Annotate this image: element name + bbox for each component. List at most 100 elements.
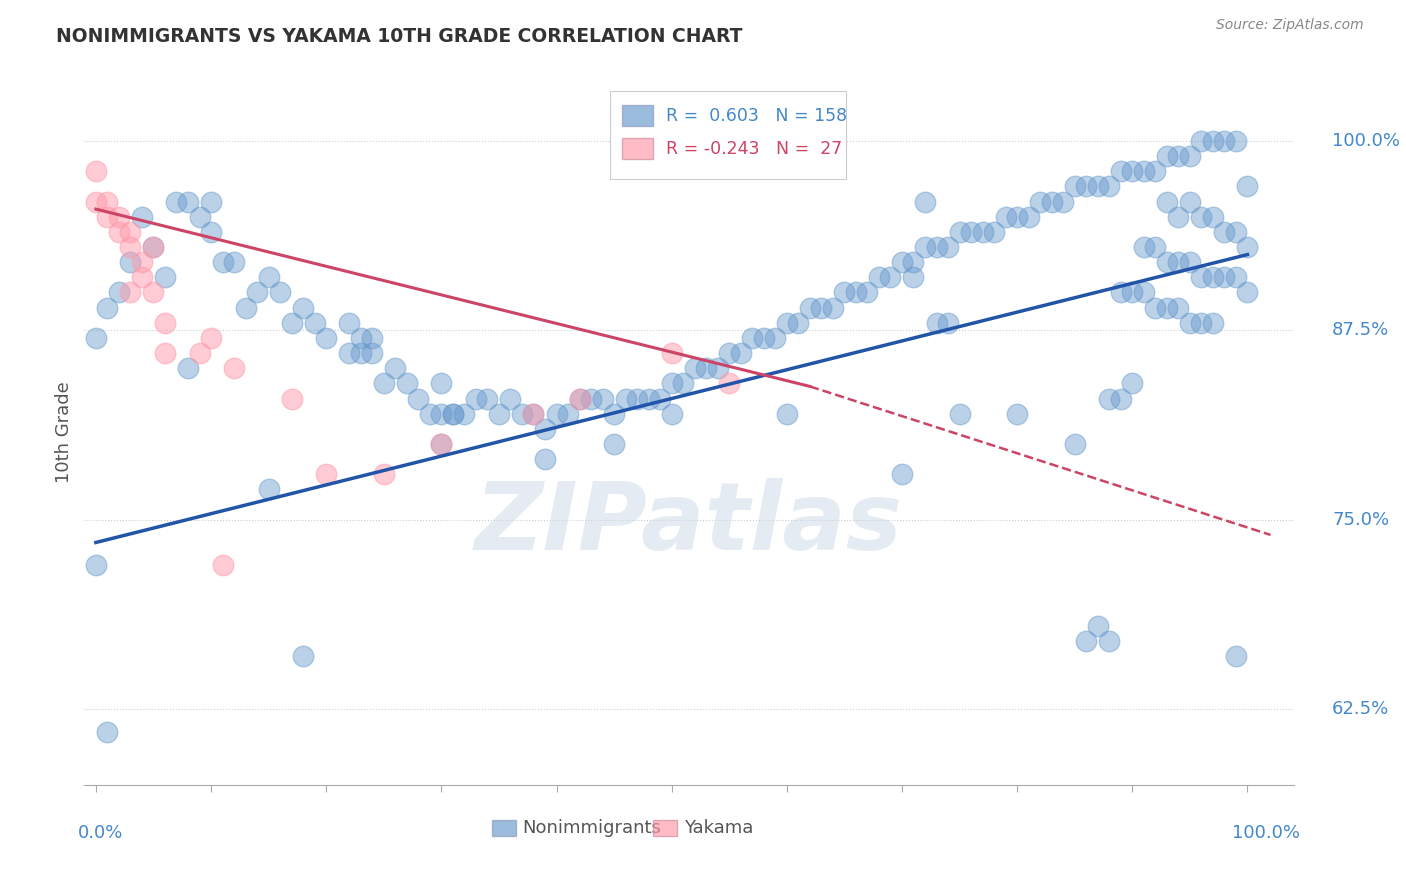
Point <box>683 361 706 376</box>
Point <box>430 407 453 421</box>
Point <box>350 331 373 345</box>
Point <box>477 392 499 406</box>
Point <box>1052 194 1074 209</box>
Point <box>1156 149 1178 163</box>
Point <box>603 407 626 421</box>
Point <box>177 361 200 376</box>
Point <box>441 407 464 421</box>
Text: ZIPatlas: ZIPatlas <box>475 478 903 570</box>
Point <box>522 407 544 421</box>
Point <box>337 346 360 360</box>
Point <box>903 255 925 269</box>
Point <box>1213 270 1236 285</box>
Point <box>108 210 131 224</box>
Point <box>384 361 406 376</box>
Point <box>419 407 441 421</box>
Point <box>188 210 211 224</box>
Point <box>1225 649 1247 664</box>
Bar <box>610 91 846 179</box>
Point <box>1121 376 1143 391</box>
Point <box>200 194 222 209</box>
Point <box>246 285 269 300</box>
Point <box>1076 634 1098 648</box>
Point <box>1178 255 1201 269</box>
Point <box>706 361 728 376</box>
Text: 0.0%: 0.0% <box>79 823 124 842</box>
Point <box>430 437 453 451</box>
Point <box>1225 270 1247 285</box>
Text: 100.0%: 100.0% <box>1333 132 1400 150</box>
Point <box>453 407 475 421</box>
Point <box>200 331 222 345</box>
Point <box>166 194 188 209</box>
Point <box>108 285 131 300</box>
Point <box>1005 210 1028 224</box>
Point <box>337 316 360 330</box>
Point <box>718 376 741 391</box>
Point <box>464 392 486 406</box>
Bar <box>623 138 652 159</box>
Point <box>1189 134 1212 148</box>
Point <box>579 392 602 406</box>
Point <box>730 346 752 360</box>
Point <box>856 285 879 300</box>
Point <box>891 467 914 482</box>
Point <box>108 225 131 239</box>
Point <box>120 285 142 300</box>
Point <box>1098 179 1121 194</box>
Point <box>84 194 107 209</box>
Point <box>120 240 142 254</box>
Point <box>522 407 544 421</box>
Point <box>361 346 384 360</box>
Point <box>153 316 176 330</box>
Point <box>1144 240 1167 254</box>
Point <box>315 331 337 345</box>
Point <box>1189 316 1212 330</box>
Point <box>821 301 844 315</box>
Point <box>280 392 302 406</box>
Text: R =  0.603   N = 158: R = 0.603 N = 158 <box>666 106 846 125</box>
Point <box>510 407 533 421</box>
Point <box>153 346 176 360</box>
Point <box>1063 179 1085 194</box>
Point <box>1063 437 1085 451</box>
Point <box>914 194 936 209</box>
Point <box>96 725 118 739</box>
Point <box>1178 194 1201 209</box>
Point <box>1121 285 1143 300</box>
Point <box>776 407 799 421</box>
Point <box>1040 194 1063 209</box>
Point <box>1109 164 1132 178</box>
Point <box>1156 301 1178 315</box>
Point <box>1202 270 1225 285</box>
Point <box>661 346 683 360</box>
Point <box>799 301 821 315</box>
Point <box>361 331 384 345</box>
Point <box>222 255 245 269</box>
Point <box>1133 240 1156 254</box>
Point <box>672 376 695 391</box>
Point <box>430 437 453 451</box>
Point <box>1156 255 1178 269</box>
Point <box>1144 164 1167 178</box>
Point <box>925 316 948 330</box>
Point <box>903 270 925 285</box>
Point <box>96 301 118 315</box>
Bar <box>652 821 676 836</box>
Point <box>96 194 118 209</box>
Point <box>142 240 165 254</box>
Point <box>188 346 211 360</box>
Point <box>1121 164 1143 178</box>
Text: 87.5%: 87.5% <box>1333 321 1389 339</box>
Point <box>257 270 280 285</box>
Point <box>1144 301 1167 315</box>
Point <box>1225 225 1247 239</box>
Point <box>142 285 165 300</box>
Point <box>373 467 395 482</box>
Point <box>741 331 763 345</box>
Point <box>810 301 832 315</box>
Point <box>1167 301 1189 315</box>
Point <box>131 255 153 269</box>
Point <box>1005 407 1028 421</box>
Point <box>557 407 579 421</box>
